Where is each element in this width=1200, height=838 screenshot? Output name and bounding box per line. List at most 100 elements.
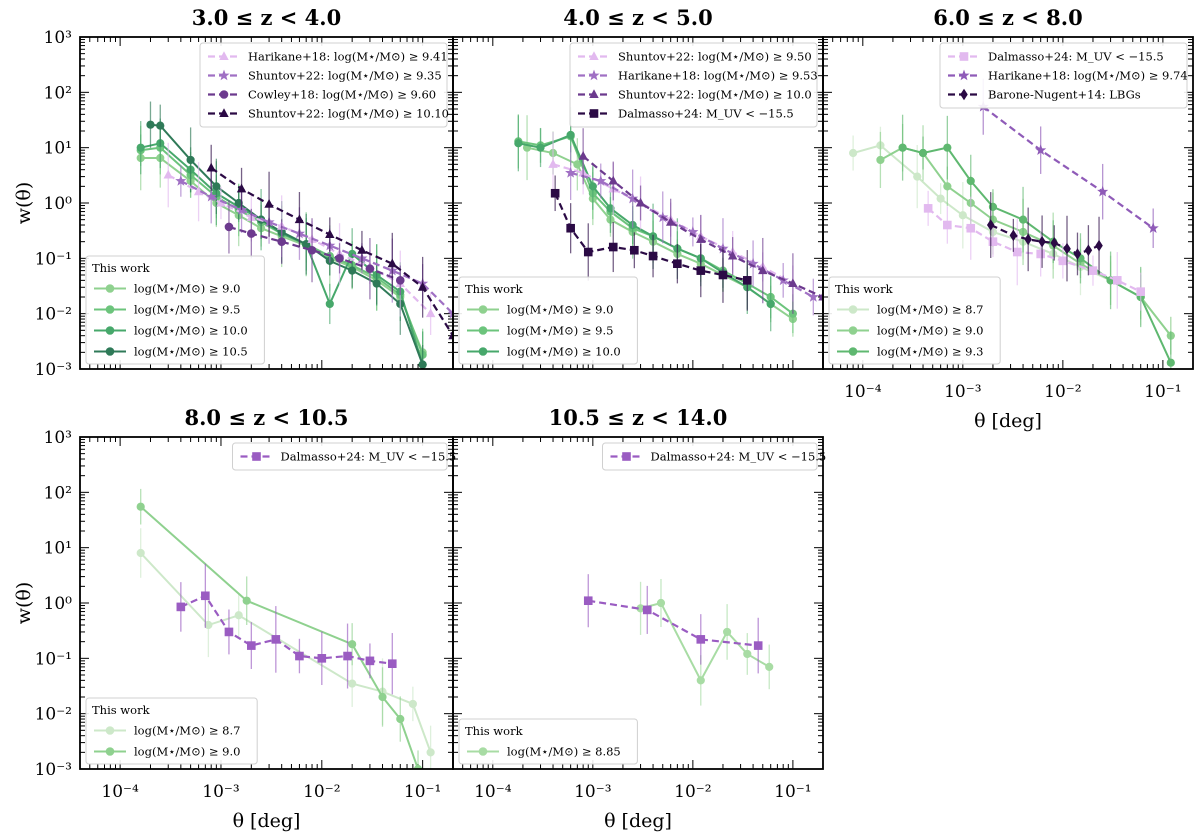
data-point [966, 223, 976, 233]
data-point [630, 245, 639, 255]
legend-swatch-marker [105, 726, 115, 735]
legend-box [828, 276, 1001, 365]
data-point [1063, 242, 1071, 255]
data-point [348, 640, 357, 649]
data-point [966, 176, 975, 186]
legend-entry: log(M⋆/M⊙) ≥ 9.0 [507, 303, 613, 317]
data-point [588, 182, 597, 191]
legend-box [232, 442, 448, 471]
legend-swatch-marker [848, 347, 858, 356]
plot-frame [822, 36, 1194, 370]
data-point [271, 635, 281, 644]
x-tick-label: 10⁻³ [202, 782, 239, 802]
data-point [696, 635, 706, 644]
data-point [365, 656, 375, 666]
data-point [236, 183, 247, 193]
x-tick-label: 10⁻¹ [404, 782, 441, 802]
legend-box [458, 276, 638, 365]
data-point [234, 611, 243, 620]
legend-title: This work [92, 703, 151, 717]
x-tick-label: 10⁻⁴ [844, 382, 882, 402]
data-point [1095, 239, 1103, 252]
legend-entry: Dalmasso+24: M_UV < −15.5 [618, 107, 794, 121]
legend-swatch-marker [478, 326, 488, 335]
legend-entry: Dalmasso+24: M_UV < −15.5 [651, 450, 827, 464]
data-point [325, 299, 334, 309]
y-tick-label: 10⁻¹ [35, 649, 72, 669]
data-point [1036, 249, 1045, 259]
data-point [1012, 247, 1022, 257]
legend-entry: log(M⋆/M⊙) ≥ 9.5 [134, 303, 240, 317]
data-point [723, 627, 732, 637]
data-point [566, 130, 575, 140]
data-point [1035, 144, 1047, 155]
data-point [818, 291, 823, 301]
y-tick-label: 10⁻³ [35, 360, 72, 380]
legend-literature: Shuntov+22: log(M⋆/M⊙) ≥ 9.50 Harikane+18… [569, 42, 818, 128]
panel-5: 10.5 ≤ z < 14.0 10⁻⁴ 10⁻³ 10⁻² 10⁻¹ θ [deg] Da… [452, 405, 827, 832]
y-tick-label: 10¹ [44, 139, 72, 159]
legend-box [85, 697, 258, 765]
data-point [876, 155, 885, 165]
data-point [1147, 222, 1159, 233]
legend-swatch-marker [848, 326, 858, 335]
legend-entry: log(M⋆/M⊙) ≥ 10.0 [507, 345, 621, 359]
data-point [898, 143, 907, 152]
y-axis-label: w(θ) [13, 582, 35, 625]
y-tick-label: 10⁰ [44, 594, 73, 614]
data-area [136, 101, 453, 369]
panel-title: 8.0 ≤ z < 10.5 [184, 405, 348, 430]
x-tick-label: 10⁻¹ [1144, 382, 1181, 402]
legend-entry: log(M⋆/M⊙) ≥ 8.85 [507, 745, 621, 759]
legend-swatch-marker [589, 51, 599, 61]
data-point [913, 172, 922, 181]
legend-swatch-marker [105, 305, 115, 314]
x-tick-label: 10⁻⁴ [101, 782, 139, 802]
legend-entry: Dalmasso+24: M_UV < −15.5 [988, 50, 1164, 64]
data-point [656, 598, 666, 608]
data-point [136, 548, 145, 558]
legend-swatch-marker [252, 452, 261, 461]
data-point [936, 194, 945, 203]
series-line [588, 599, 759, 647]
legend-swatch-marker [105, 326, 115, 335]
legend-entry: Cowley+18: log(M⋆/M⊙) ≥ 9.60 [248, 88, 436, 102]
data-point [1024, 233, 1032, 246]
series-line [927, 207, 1142, 293]
legend-this-work: This work log(M⋆/M⊙) ≥ 8.85 [458, 718, 638, 765]
data-point [176, 602, 186, 612]
data-point [566, 223, 575, 233]
series-line [180, 180, 453, 315]
panel-title: 6.0 ≤ z < 8.0 [933, 5, 1082, 30]
y-tick-label: 10⁻² [35, 305, 72, 325]
legend-entry: log(M⋆/M⊙) ≥ 9.5 [507, 324, 613, 338]
panel-1: 3.0 ≤ z < 4.0 10⁻³ 10⁻² 10⁻¹ 10⁰ 10¹ 10² 10³ w(θ… [13, 5, 454, 380]
legend-this-work: This work log(M⋆/M⊙) ≥ 9.0 log(M⋆/M⊙) ≥ 9.… [458, 276, 638, 365]
data-point [163, 169, 173, 179]
data-point [958, 211, 967, 220]
data-point [608, 242, 618, 252]
plot-frame [452, 436, 824, 770]
data-point [247, 641, 256, 650]
data-point [395, 276, 405, 285]
legend-swatch-marker [478, 305, 488, 314]
data-point [234, 198, 243, 208]
data-point [136, 143, 145, 152]
data-point [204, 620, 213, 630]
data-point [788, 278, 798, 288]
legend-swatch-marker [105, 284, 115, 293]
legend-entry: Harikane+18: log(M⋆/M⊙) ≥ 9.53 [618, 69, 818, 83]
thiswork-series-2 [136, 488, 423, 769]
legend-title: This work [465, 724, 524, 738]
data-point [753, 641, 763, 650]
legend-swatch-marker [588, 69, 600, 81]
legend-swatch-marker [958, 69, 970, 81]
legend-entry: Dalmasso+24: M_UV < −15.5 [281, 450, 457, 464]
legend-box [939, 42, 1188, 109]
data-point [665, 216, 676, 226]
data-point [343, 651, 352, 661]
legend-swatch-marker [219, 90, 229, 99]
data-point [696, 676, 705, 685]
literature-series-1 [583, 574, 763, 674]
